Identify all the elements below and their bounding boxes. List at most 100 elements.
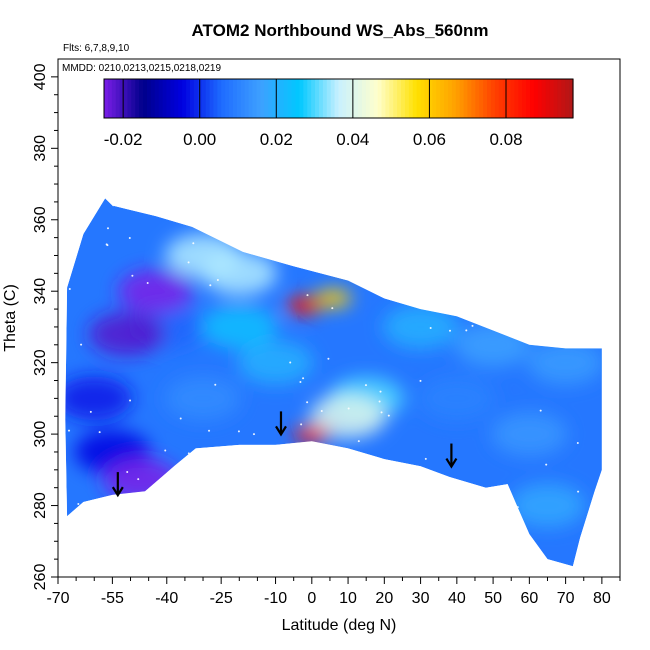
down-arrow [275, 411, 287, 437]
sample-point [399, 527, 402, 530]
sample-point [155, 206, 158, 209]
colorbar-segment [389, 79, 394, 118]
sample-point [524, 212, 527, 215]
colorbar-segment [166, 79, 172, 118]
colorbar-segment [287, 79, 293, 118]
sample-point [164, 449, 167, 452]
sample-point [432, 294, 435, 297]
colorbar-segment [334, 79, 340, 118]
sample-point [316, 473, 319, 476]
colorbar-segment [162, 79, 168, 118]
sample-point [418, 247, 421, 250]
y-tick-label: 360 [32, 206, 49, 233]
sample-point [131, 274, 134, 277]
sample-point [205, 473, 208, 476]
colorbar-segment [358, 79, 363, 118]
sample-point [310, 212, 313, 215]
colorbar-segment [506, 79, 512, 118]
colorbar-tick-label: 0.02 [260, 130, 293, 149]
colorbar-tick-label: 0.04 [336, 130, 369, 149]
sample-point [179, 417, 182, 420]
sample-point [429, 327, 432, 330]
colorbar-segment [107, 79, 113, 118]
sample-point [299, 381, 302, 384]
colorbar-segment [447, 79, 453, 118]
sample-point [126, 470, 129, 473]
sample-point [486, 231, 489, 234]
x-tick-label: 70 [557, 590, 575, 607]
sample-point [309, 246, 312, 249]
sample-point [303, 475, 306, 478]
sample-point [561, 250, 564, 253]
colorbar-segment [279, 79, 285, 118]
colorbar-segment [143, 79, 148, 118]
sample-point [327, 357, 330, 360]
colorbar-segment [569, 79, 574, 118]
sample-point [289, 361, 292, 364]
colorbar-segment [553, 79, 558, 118]
colorbar-segment [557, 79, 562, 118]
sample-point [424, 501, 427, 504]
y-tick-label: 380 [32, 135, 49, 162]
sample-point [68, 429, 71, 432]
colorbar-segment [510, 79, 515, 118]
colorbar-segment [221, 79, 226, 118]
heatmap-feature [418, 376, 495, 421]
plot-frame [57, 58, 621, 578]
sample-point [550, 315, 553, 318]
colorbar-segment [487, 79, 492, 118]
x-axis: -70 -55 -40 -25 -10 0 10 20 30 40 50 60 70 80 [46, 577, 621, 607]
colorbar-segment [342, 79, 347, 118]
colorbar-segment [502, 79, 508, 118]
colorbar-segment [361, 79, 367, 118]
colorbar-segment [236, 79, 242, 118]
flights-annotation: Flts: 6,7,8,9,10 [63, 43, 130, 54]
x-tick-label: 80 [593, 590, 611, 607]
colorbar-segment [182, 79, 187, 118]
colorbar-segment [432, 79, 437, 118]
colorbar-segment [338, 79, 344, 118]
colorbar-segment [150, 79, 156, 118]
colorbar-segment [260, 79, 265, 118]
heatmap-feature [286, 296, 323, 315]
y-tick-label: 300 [32, 421, 49, 448]
y-tick-label: 260 [32, 564, 49, 591]
colorbar-segment [115, 79, 121, 118]
colorbar-segment [498, 79, 504, 118]
colorbar-segment [205, 79, 211, 118]
colorbar-segment [467, 79, 472, 118]
sample-point [106, 227, 109, 230]
colorbar-segment [526, 79, 531, 118]
colorbar-segment [545, 79, 551, 118]
colorbar-segment [131, 79, 136, 118]
colorbar-segment [139, 79, 144, 118]
sample-point [89, 410, 92, 413]
sample-point [306, 294, 309, 297]
colorbar-segment [549, 79, 555, 118]
x-tick-label: -25 [210, 590, 233, 607]
x-tick-label: 0 [307, 590, 316, 607]
heatmap-feature [527, 340, 602, 385]
colorbar-segment [201, 79, 207, 118]
sample-point [378, 400, 381, 403]
colorbar-segment [123, 79, 129, 118]
colorbar-segment [174, 79, 179, 118]
heatmap-feature [165, 376, 242, 421]
sample-point [353, 234, 356, 237]
sample-point [380, 411, 383, 414]
sample-point [568, 211, 571, 214]
colorbar-segment [455, 79, 461, 118]
colorbar-segment [299, 79, 304, 118]
colorbar-segment [385, 79, 390, 118]
sample-point [128, 236, 131, 239]
sample-point [108, 550, 111, 553]
colorbar-segment [424, 79, 429, 118]
colorbar-segment [135, 79, 140, 118]
colorbar-segment [240, 79, 246, 118]
colorbar-segment [209, 79, 215, 118]
sample-point [208, 429, 211, 432]
colorbar-segment [272, 79, 277, 118]
colorbar-segment [170, 79, 175, 118]
colorbar-segment [436, 79, 441, 118]
colorbar-segment [307, 79, 312, 118]
